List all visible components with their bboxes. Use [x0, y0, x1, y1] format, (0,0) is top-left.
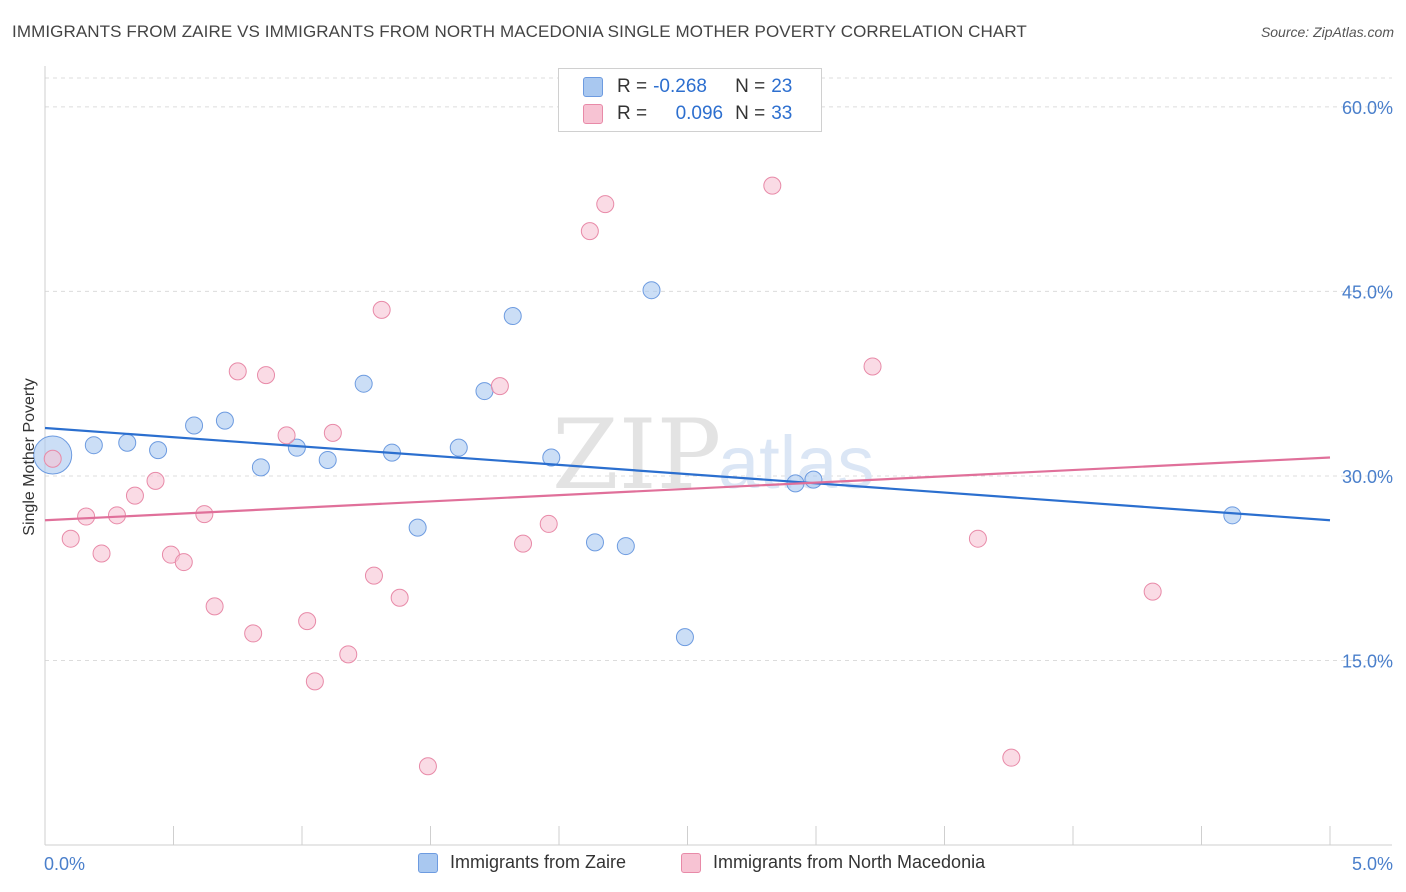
macedonia-point: [92, 544, 111, 563]
legend-row-zaire: R = -0.268 N = 23: [583, 74, 792, 100]
zaire-point: [251, 458, 270, 477]
stats-legend: R = -0.268 N = 23 R = 0.096 N = 33: [558, 68, 822, 132]
y-axis-title: Single Mother Poverty: [21, 378, 38, 535]
zaire-point: [642, 281, 661, 300]
macedonia-r-value: 0.096: [675, 103, 724, 124]
macedonia-point: [323, 423, 342, 442]
zaire-point: [449, 438, 468, 457]
zaire-point: [318, 450, 337, 469]
zaire-point: [149, 441, 168, 460]
zaire-point: [408, 518, 427, 537]
macedonia-point: [205, 597, 224, 616]
macedonia-point: [244, 624, 263, 643]
y-tick-label: 45.0%: [1342, 282, 1393, 302]
macedonia-point: [43, 449, 62, 468]
macedonia-legend-label: Immigrants from North Macedonia: [713, 852, 986, 872]
macedonia-point: [339, 645, 358, 664]
y-tick-label: 15.0%: [1342, 651, 1393, 671]
x-tick-label: 5.0%: [1352, 854, 1393, 874]
x-tick-label: 0.0%: [44, 854, 85, 874]
gridlines: [45, 77, 1392, 661]
r-label: R =: [617, 103, 648, 124]
macedonia-point: [418, 757, 437, 776]
macedonia-point: [968, 529, 987, 548]
zaire-point: [804, 470, 823, 489]
zaire-point: [585, 533, 604, 552]
macedonia-point: [195, 505, 214, 524]
macedonia-point: [390, 588, 409, 607]
macedonia-point: [277, 426, 296, 445]
n-label: N =: [735, 76, 766, 97]
macedonia-point: [514, 534, 533, 553]
macedonia-point: [596, 195, 615, 214]
zaire-legend-label: Immigrants from Zaire: [450, 852, 627, 872]
macedonia-point: [146, 471, 165, 490]
macedonia-point: [298, 612, 317, 631]
macedonia-point: [1143, 582, 1162, 601]
zaire-point: [118, 433, 137, 452]
zaire-swatch: [583, 77, 603, 97]
legend-item-macedonia[interactable]: Immigrants from North Macedonia: [681, 852, 985, 873]
zaire-n-value: 23: [771, 76, 793, 97]
zaire-point: [503, 307, 522, 326]
macedonia-n-value: 33: [771, 103, 793, 124]
series-legend: Immigrants from Zaire Immigrants from No…: [0, 852, 1406, 878]
zaire-point: [215, 411, 234, 430]
macedonia-point: [61, 529, 80, 548]
macedonia-point: [539, 514, 558, 533]
x-tick-labels: 0.0% 5.0%: [44, 854, 1393, 874]
macedonia-point: [174, 553, 193, 572]
macedonia-point: [763, 176, 782, 195]
trend-lines: [44, 426, 1331, 522]
zaire-point: [354, 374, 373, 393]
chart-title: IMMIGRANTS FROM ZAIRE VS IMMIGRANTS FROM…: [12, 22, 1027, 41]
macedonia-point: [77, 507, 96, 526]
r-label: R =: [617, 76, 648, 97]
macedonia-point: [490, 377, 509, 396]
macedonia-point: [580, 222, 599, 241]
zaire-legend-swatch: [418, 852, 438, 873]
n-label: N =: [735, 103, 766, 124]
zaire-r-value: -0.268: [653, 76, 707, 97]
legend-item-zaire[interactable]: Immigrants from Zaire: [418, 852, 626, 873]
y-tick-label: 30.0%: [1342, 467, 1393, 487]
zaire-point: [475, 382, 494, 401]
macedonia-point: [372, 300, 391, 319]
y-tick-labels: 15.0% 30.0% 45.0% 60.0%: [1342, 98, 1393, 672]
macedonia-point: [305, 672, 324, 691]
zaire-point: [84, 436, 103, 455]
zaire-trend-line: [44, 426, 1331, 522]
macedonia-point: [1002, 748, 1021, 767]
macedonia-point: [125, 486, 144, 505]
zaire-point: [542, 448, 561, 467]
macedonia-point: [228, 362, 247, 381]
macedonia-swatch: [583, 104, 603, 124]
legend-row-macedonia: R = 0.096 N = 33: [583, 101, 792, 127]
zaire-point: [185, 416, 204, 435]
macedonia-legend-swatch: [681, 852, 701, 873]
macedonia-point: [364, 566, 383, 585]
macedonia-point: [863, 357, 882, 376]
y-tick-label: 60.0%: [1342, 98, 1393, 118]
zaire-point: [1223, 506, 1242, 525]
source-label: Source: ZipAtlas.com: [1260, 24, 1394, 40]
zaire-point: [616, 537, 635, 556]
macedonia-point: [107, 506, 126, 525]
macedonia-point: [257, 366, 276, 385]
zaire-point: [675, 628, 694, 647]
macedonia-trend-line: [44, 456, 1331, 522]
